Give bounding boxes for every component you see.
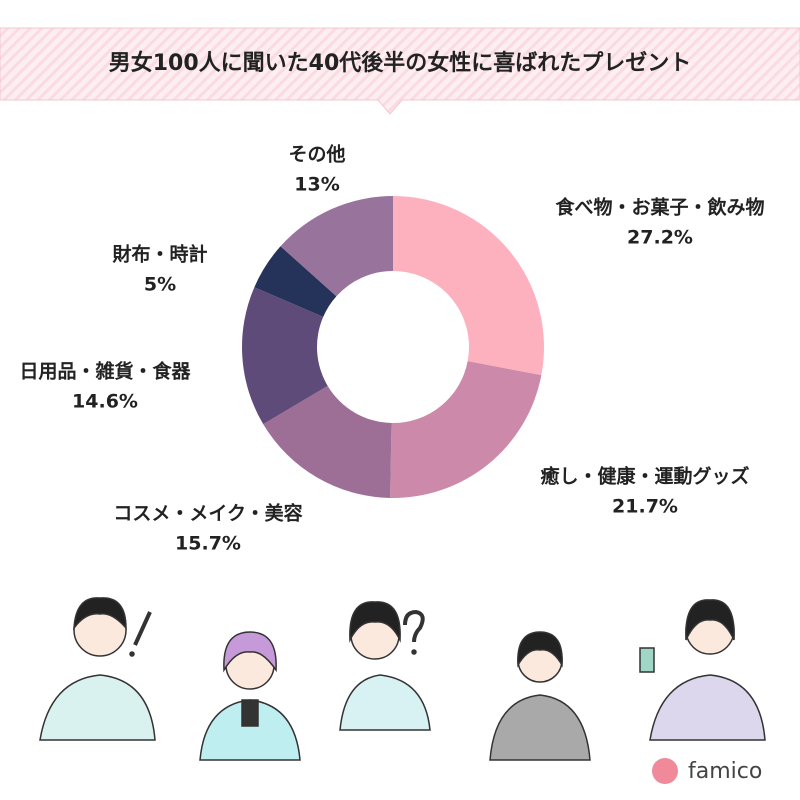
brand: famico xyxy=(688,759,762,784)
slice-label: 癒し・健康・運動グッズ xyxy=(540,465,749,488)
person xyxy=(199,631,301,761)
illustrations xyxy=(39,597,766,761)
slice-label: 財布・時計 xyxy=(112,243,207,266)
logo-icon xyxy=(652,758,678,784)
value-label: 15.7% xyxy=(175,533,241,555)
slice-label: コスメ・メイク・美容 xyxy=(113,502,302,525)
value-label: 5% xyxy=(144,274,176,296)
pie-slice xyxy=(280,196,393,297)
person xyxy=(489,631,591,761)
donut-chart xyxy=(241,196,544,499)
pie-slice xyxy=(393,196,544,376)
person xyxy=(39,597,156,741)
person xyxy=(339,601,431,731)
slice-label: 日用品・雑貨・食器 xyxy=(19,360,191,383)
person xyxy=(639,599,766,741)
pie-slice xyxy=(263,385,392,498)
slice-label: その他 xyxy=(288,143,345,166)
pie-slice xyxy=(241,287,328,425)
value-label: 14.6% xyxy=(72,391,138,413)
title-banner xyxy=(0,27,800,115)
value-label: 21.7% xyxy=(612,496,678,518)
pie-slice xyxy=(254,246,337,317)
value-label: 27.2% xyxy=(627,227,693,249)
value-label: 13% xyxy=(294,174,339,196)
pie-slice xyxy=(390,361,542,499)
slice-label: 食べ物・お菓子・飲み物 xyxy=(555,196,764,219)
chart-title: 男女100人に聞いた40代後半の女性に喜ばれたプレゼント xyxy=(109,50,692,76)
